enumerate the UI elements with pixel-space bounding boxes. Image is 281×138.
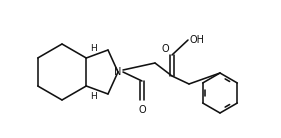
Text: H: H: [90, 92, 97, 101]
Text: OH: OH: [190, 35, 205, 45]
Text: H: H: [90, 44, 97, 53]
Text: N: N: [114, 67, 122, 77]
Text: O: O: [138, 105, 146, 115]
Text: O: O: [161, 44, 169, 54]
